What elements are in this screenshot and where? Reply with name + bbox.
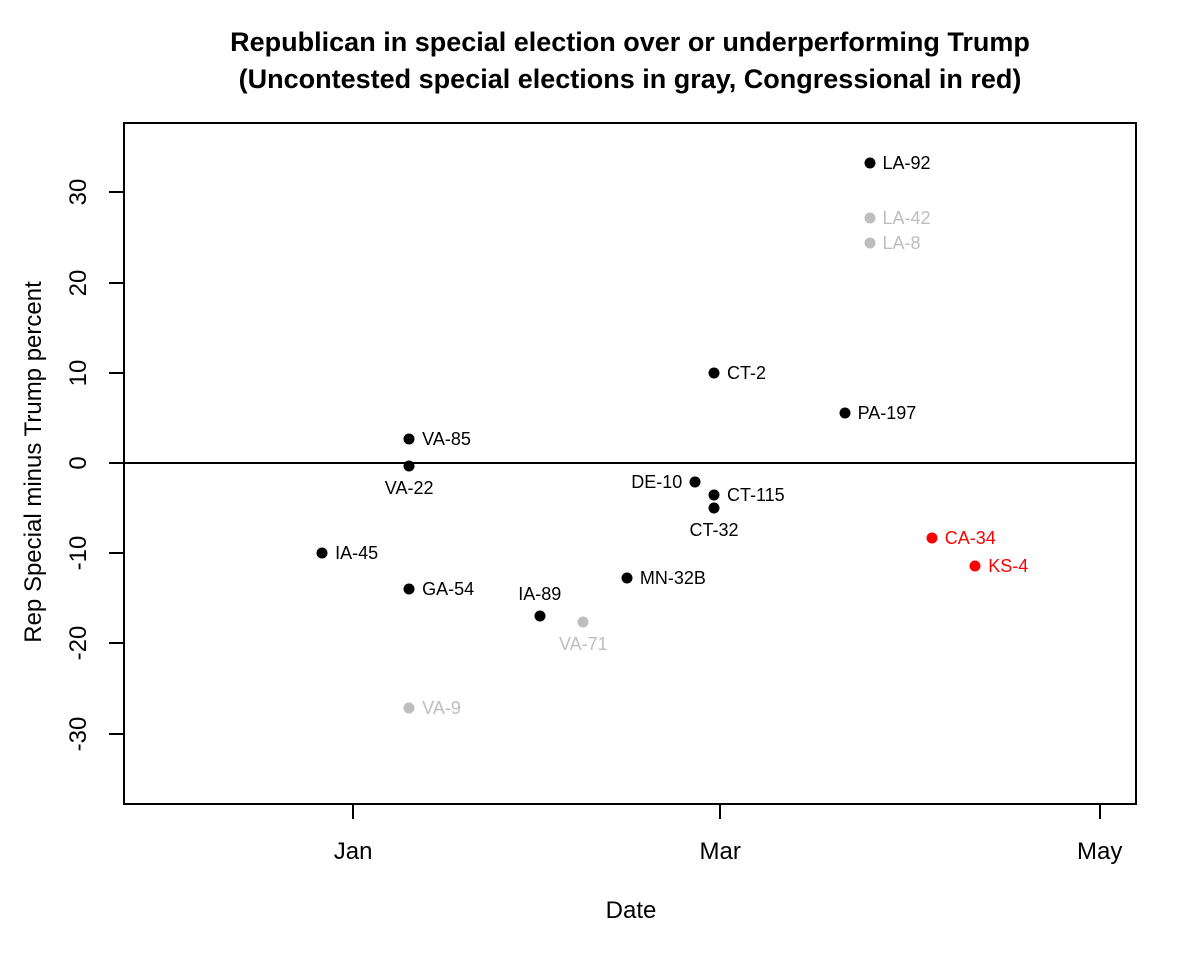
y-axis-tick — [109, 462, 123, 465]
y-axis-tick — [109, 552, 123, 555]
data-point-label: VA-71 — [558, 633, 608, 654]
y-axis-tick-label: 20 — [65, 269, 92, 296]
x-axis-title: Date — [605, 897, 657, 924]
data-point — [864, 237, 875, 249]
data-point-label: KS-4 — [988, 555, 1029, 576]
data-point — [864, 157, 875, 169]
data-point-label: PA-197 — [857, 402, 917, 423]
y-axis-tick — [109, 371, 123, 374]
data-point-label: IA-45 — [335, 543, 379, 564]
chart-subtitle: (Uncontested special elections in gray, … — [238, 64, 1022, 94]
data-point-label: VA-9 — [422, 697, 461, 718]
data-point — [577, 616, 589, 628]
y-axis-title: Rep Special minus Trump percent — [20, 281, 47, 643]
zero-reference-line — [123, 462, 1137, 465]
data-point — [969, 560, 981, 572]
data-point-label: GA-54 — [422, 579, 475, 600]
x-axis-tick-label: May — [1077, 838, 1123, 865]
data-point — [403, 583, 415, 595]
data-point-label: CT-32 — [689, 520, 739, 541]
data-point — [403, 433, 415, 445]
y-axis-tick-label: 10 — [65, 359, 92, 387]
data-point — [864, 212, 875, 224]
data-point-label: LA-8 — [882, 232, 921, 253]
data-point — [708, 502, 720, 514]
x-axis-tick-label: Jan — [333, 838, 373, 865]
data-point-label: VA-22 — [384, 477, 434, 498]
y-axis-tick — [109, 191, 123, 194]
data-point-label: LA-92 — [882, 152, 931, 173]
data-point — [621, 572, 633, 584]
data-point-label: CT-2 — [726, 362, 766, 383]
y-axis-tick-label: 0 — [65, 456, 92, 470]
data-point — [403, 460, 415, 472]
data-point — [689, 476, 701, 488]
data-point — [926, 532, 938, 544]
data-point-label: DE-10 — [631, 471, 683, 492]
data-point — [403, 702, 415, 714]
y-axis-tick-label: -30 — [65, 716, 92, 752]
y-axis-tick — [109, 281, 123, 284]
data-point-label: IA-89 — [518, 584, 562, 605]
data-point — [316, 547, 328, 559]
y-axis-tick — [109, 732, 123, 735]
chart-title-block: Republican in special election over or u… — [123, 24, 1137, 98]
y-axis-tick-label: 30 — [65, 179, 92, 206]
data-point — [534, 610, 546, 622]
data-point — [839, 407, 851, 419]
data-point — [708, 367, 720, 379]
y-axis-tick-label: -20 — [65, 626, 92, 661]
data-point-label: CA-34 — [944, 527, 996, 548]
data-point-label: CT-115 — [726, 484, 785, 505]
x-axis-tick — [719, 805, 722, 819]
data-point — [708, 489, 720, 501]
x-axis-tick-label: Mar — [699, 838, 741, 865]
y-axis-tick-label: -10 — [65, 535, 92, 571]
data-point-label: MN-32B — [639, 567, 706, 588]
x-axis-tick — [352, 805, 355, 819]
y-axis-tick — [109, 642, 123, 645]
x-axis-tick — [1098, 805, 1101, 819]
chart-title: Republican in special election over or u… — [230, 27, 1030, 57]
data-point-label: LA-42 — [882, 207, 931, 228]
data-point-label: VA-85 — [422, 428, 471, 449]
